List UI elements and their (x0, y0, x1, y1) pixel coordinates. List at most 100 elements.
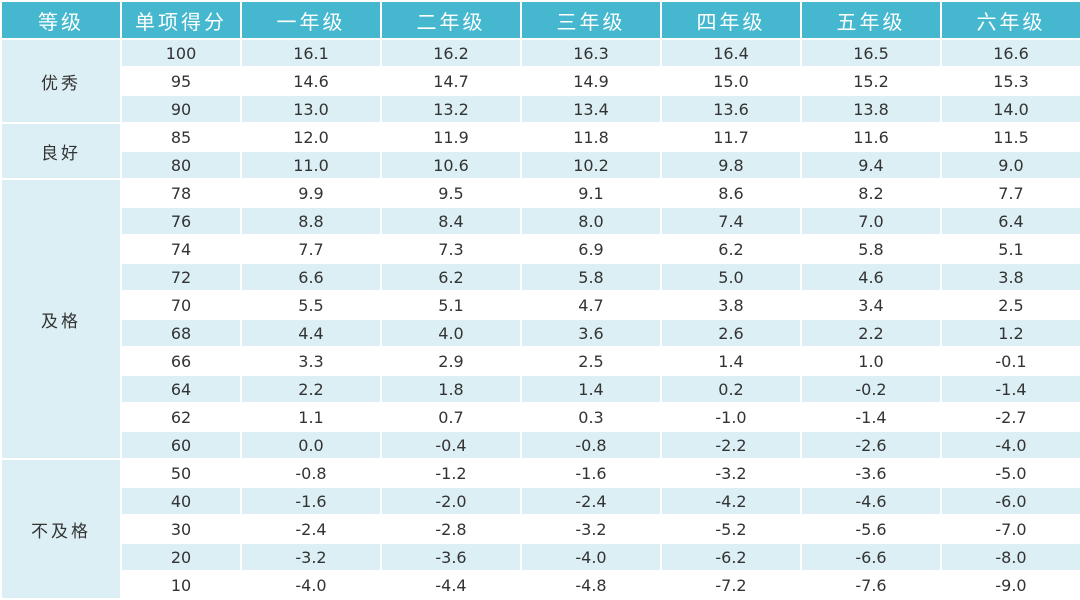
grade-4-cell: 3.8 (660, 290, 802, 320)
grade-5-cell: -7.6 (800, 570, 942, 600)
header-row: 等级 单项得分 一年级 二年级 三年级 四年级 五年级 六年级 (0, 0, 1080, 40)
score-cell: 85 (120, 122, 242, 152)
grade-6-cell: -7.0 (940, 514, 1080, 544)
grade-3-cell: 4.7 (520, 290, 662, 320)
grade-2-cell: 4.0 (380, 318, 522, 348)
grade-2-cell: 13.2 (380, 94, 522, 124)
grade-3-cell: 5.8 (520, 262, 662, 292)
level-label: 不及格 (0, 458, 122, 600)
grade-4-cell: 13.6 (660, 94, 802, 124)
score-cell: 95 (120, 66, 242, 96)
table-row: 90 13.0 13.2 13.4 13.6 13.8 14.0 (1, 94, 1080, 124)
grade-2-cell: 2.9 (380, 346, 522, 376)
grade-3-cell: 13.4 (520, 94, 662, 124)
grade-5-cell: 5.8 (800, 234, 942, 264)
grade-4-cell: 15.0 (660, 66, 802, 96)
grade-1-cell: 2.2 (240, 374, 382, 404)
grade-1-cell: 7.7 (240, 234, 382, 264)
grade-6-cell: -2.7 (940, 402, 1080, 432)
grade-3-cell: 14.9 (520, 66, 662, 96)
table-row: 80 11.0 10.6 10.2 9.8 9.4 9.0 (1, 150, 1080, 180)
grade-3-cell: 9.1 (520, 178, 662, 208)
grade-5-cell: 1.0 (800, 346, 942, 376)
grade-5-cell: 16.5 (800, 38, 942, 68)
grade-6-cell: 5.1 (940, 234, 1080, 264)
score-cell: 30 (120, 514, 242, 544)
grade-1-cell: 13.0 (240, 94, 382, 124)
score-cell: 72 (120, 262, 242, 292)
grade-4-cell: 5.0 (660, 262, 802, 292)
grade-6-cell: 3.8 (940, 262, 1080, 292)
grade-5-cell: 11.6 (800, 122, 942, 152)
grade-2-cell: 9.5 (380, 178, 522, 208)
grade-2-cell: -1.2 (380, 458, 522, 488)
grade-4-cell: 9.8 (660, 150, 802, 180)
header-grade-5: 五年级 (800, 0, 942, 40)
grade-2-cell: 10.6 (380, 150, 522, 180)
grade-2-cell: 0.7 (380, 402, 522, 432)
grade-2-cell: 6.2 (380, 262, 522, 292)
grade-5-cell: 2.2 (800, 318, 942, 348)
grade-3-cell: 16.3 (520, 38, 662, 68)
header-score: 单项得分 (120, 0, 242, 40)
table-row: 不及格 50 -0.8 -1.2 -1.6 -3.2 -3.6 -5.0 (0, 458, 1080, 600)
grade-5-cell: 7.0 (800, 206, 942, 236)
grade-6-cell: -5.0 (940, 458, 1080, 488)
grade-6-cell: -6.0 (940, 486, 1080, 516)
grade-2-cell: 16.2 (380, 38, 522, 68)
grade-2-cell: 8.4 (380, 206, 522, 236)
header-grade-6: 六年级 (940, 0, 1080, 40)
grade-4-cell: 7.4 (660, 206, 802, 236)
grade-1-cell: -1.6 (240, 486, 382, 516)
grade-5-cell: -3.6 (800, 458, 942, 488)
grade-1-cell: 14.6 (240, 66, 382, 96)
grade-6-cell: 6.4 (940, 206, 1080, 236)
grade-3-cell: 3.6 (520, 318, 662, 348)
grade-6-cell: 2.5 (940, 290, 1080, 320)
score-cell: 50 (120, 458, 242, 488)
score-cell: 90 (120, 94, 242, 124)
grade-3-cell: 10.2 (520, 150, 662, 180)
grade-1-cell: 5.5 (240, 290, 382, 320)
grade-4-cell: -2.2 (660, 430, 802, 460)
grade-1-cell: -3.2 (240, 542, 382, 572)
grade-2-cell: -4.4 (380, 570, 522, 600)
grade-2-cell: -0.4 (380, 430, 522, 460)
table-body: 优秀 100 16.1 16.2 16.3 16.4 16.5 16.6 95 14.6 14.7 1… (0, 38, 1080, 600)
grade-2-cell: -2.8 (380, 514, 522, 544)
table-row: 良好 85 12.0 11.9 11.8 11.7 11.6 11.5 (0, 122, 1080, 180)
score-cell: 20 (120, 542, 242, 572)
grade-4-cell: 8.6 (660, 178, 802, 208)
grade-6-cell: -1.4 (940, 374, 1080, 404)
grade-2-cell: 1.8 (380, 374, 522, 404)
grade-4-cell: -7.2 (660, 570, 802, 600)
grade-4-cell: 1.4 (660, 346, 802, 376)
table-row: 40 -1.6 -2.0 -2.4 -4.2 -4.6 -6.0 (1, 486, 1080, 516)
grade-1-cell: 3.3 (240, 346, 382, 376)
grade-6-cell: -8.0 (940, 542, 1080, 572)
grade-2-cell: -2.0 (380, 486, 522, 516)
grade-3-cell: -1.6 (520, 458, 662, 488)
grade-6-cell: 16.6 (940, 38, 1080, 68)
grade-3-cell: 0.3 (520, 402, 662, 432)
grade-6-cell: -9.0 (940, 570, 1080, 600)
score-cell: 70 (120, 290, 242, 320)
grade-4-cell: -4.2 (660, 486, 802, 516)
grade-1-cell: 11.0 (240, 150, 382, 180)
score-cell: 68 (120, 318, 242, 348)
score-cell: 78 (120, 178, 242, 208)
grade-5-cell: 9.4 (800, 150, 942, 180)
score-cell: 40 (120, 486, 242, 516)
score-cell: 60 (120, 430, 242, 460)
grade-6-cell: 1.2 (940, 318, 1080, 348)
grade-2-cell: 11.9 (380, 122, 522, 152)
header-level: 等级 (0, 0, 122, 40)
grade-3-cell: -0.8 (520, 430, 662, 460)
grade-2-cell: 7.3 (380, 234, 522, 264)
grade-1-cell: -2.4 (240, 514, 382, 544)
grade-3-cell: 8.0 (520, 206, 662, 236)
score-cell: 74 (120, 234, 242, 264)
score-cell: 66 (120, 346, 242, 376)
grade-1-cell: 6.6 (240, 262, 382, 292)
